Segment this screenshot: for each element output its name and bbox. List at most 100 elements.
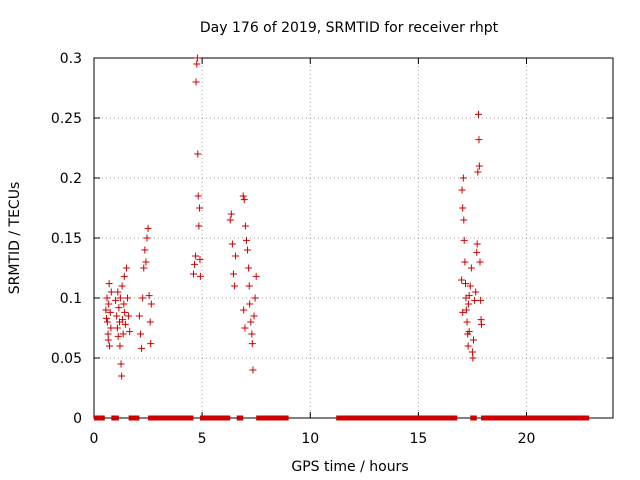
data-point: [147, 340, 155, 348]
data-point: [194, 192, 202, 200]
data-point: [192, 78, 200, 86]
data-point: [126, 328, 134, 336]
data-point: [103, 294, 111, 302]
data-point: [244, 246, 252, 254]
data-point: [105, 280, 113, 288]
data-point: [227, 210, 235, 218]
data-point: [124, 294, 132, 302]
data-point: [461, 258, 469, 266]
data-point: [231, 282, 239, 290]
data-point: [252, 272, 260, 280]
x-tick-label: 15: [409, 431, 427, 447]
data-point: [245, 282, 253, 290]
data-point: [116, 294, 124, 302]
data-point: [140, 264, 148, 272]
data-point: [135, 312, 143, 320]
data-point: [112, 296, 120, 304]
y-tick-label: 0.05: [51, 351, 82, 367]
data-point: [147, 300, 155, 308]
grid-lines: [94, 58, 613, 418]
data-point: [103, 314, 111, 322]
data-point: [125, 312, 133, 320]
data-point: [142, 258, 150, 266]
y-axis-label: SRMTID / TECUs: [7, 182, 23, 295]
data-point: [248, 340, 256, 348]
data-point: [458, 186, 466, 194]
data-point: [246, 300, 254, 308]
data-point: [105, 300, 113, 308]
data-point: [241, 222, 249, 230]
data-point: [119, 316, 127, 324]
data-point: [118, 372, 126, 380]
y-tick-label: 0.15: [51, 231, 82, 247]
x-tick-label: 0: [90, 431, 99, 447]
data-point: [106, 342, 114, 350]
data-point: [463, 318, 471, 326]
data-point: [468, 348, 476, 356]
data-point: [465, 292, 473, 300]
data-point: [145, 292, 153, 300]
data-point: [459, 204, 467, 212]
data-point: [228, 240, 236, 248]
data-point: [143, 234, 151, 242]
data-point: [144, 224, 152, 232]
data-point: [474, 110, 482, 118]
x-tick-label: 5: [198, 431, 207, 447]
data-point: [107, 324, 115, 332]
data-point: [113, 312, 121, 320]
data-point: [116, 342, 124, 350]
data-point: [196, 272, 204, 280]
data-point: [241, 324, 249, 332]
data-point: [247, 318, 255, 326]
data-point: [189, 270, 197, 278]
y-tick-label: 0.1: [60, 291, 82, 307]
data-point: [470, 336, 478, 344]
data-point: [194, 150, 202, 158]
data-point: [462, 306, 470, 314]
data-point: [251, 294, 259, 302]
data-point: [229, 270, 237, 278]
data-point: [136, 330, 144, 338]
data-point: [103, 318, 111, 326]
data-points: [102, 54, 486, 380]
data-point: [250, 312, 258, 320]
y-tick-labels: 0 0.05 0.1 0.15 0.2 0.25 0.3: [51, 51, 82, 427]
data-point: [477, 296, 485, 304]
axis-ticks: [93, 57, 613, 419]
data-point: [459, 308, 467, 316]
data-point: [460, 236, 468, 244]
data-point: [226, 216, 234, 224]
plot-frame: [93, 57, 614, 419]
data-point: [459, 174, 467, 182]
data-point: [193, 60, 201, 68]
x-tick-labels: 0 5 10 15 20: [90, 431, 536, 447]
data-point: [141, 246, 149, 254]
y-tick-label: 0.25: [51, 111, 82, 127]
data-point: [196, 256, 204, 264]
data-point: [120, 300, 128, 308]
data-point: [467, 264, 475, 272]
data-point: [118, 282, 126, 290]
data-point: [475, 136, 483, 144]
y-tick-label: 0: [73, 411, 82, 427]
data-point: [473, 248, 481, 256]
data-point: [471, 296, 479, 304]
data-point: [460, 216, 468, 224]
x-tick-label: 10: [301, 431, 319, 447]
data-point: [139, 294, 147, 302]
y-tick-label: 0.3: [60, 51, 82, 67]
data-point: [138, 344, 146, 352]
data-point: [120, 272, 128, 280]
data-point: [458, 276, 466, 284]
data-point: [114, 332, 122, 340]
data-point: [106, 308, 114, 316]
data-point: [478, 320, 486, 328]
x-axis-label: GPS time / hours: [291, 459, 408, 475]
data-point: [464, 342, 472, 350]
data-point: [475, 162, 483, 170]
data-point: [122, 264, 130, 272]
data-point: [107, 288, 115, 296]
data-point: [466, 282, 474, 290]
data-point: [119, 330, 127, 338]
